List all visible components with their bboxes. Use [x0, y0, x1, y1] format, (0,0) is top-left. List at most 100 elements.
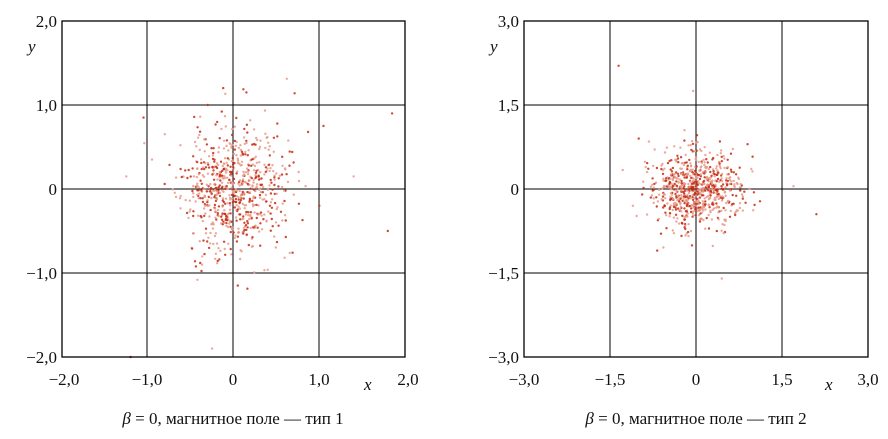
scatter-point — [707, 167, 710, 171]
scatter-point — [698, 193, 702, 196]
scatter-point — [662, 206, 665, 209]
scatter-point — [241, 181, 244, 185]
scatter-point — [705, 175, 709, 179]
scatter-point — [271, 225, 274, 228]
scatter-point — [663, 151, 667, 154]
scatter-point — [205, 190, 208, 193]
scatter-point — [694, 194, 698, 197]
scatter-point — [238, 184, 241, 187]
scatter-point — [214, 252, 217, 255]
scatter-point — [705, 216, 708, 220]
scatter-point — [264, 170, 267, 174]
scatter-point — [207, 236, 210, 239]
scatter-point — [211, 227, 215, 230]
scatter-point — [689, 162, 692, 165]
scatter-point — [703, 182, 706, 186]
scatter-point — [269, 212, 272, 215]
scatter-point — [689, 174, 692, 178]
scatter-point — [224, 171, 228, 174]
scatter-point — [238, 213, 241, 216]
scatter-point — [251, 143, 254, 146]
scatter-point — [230, 253, 233, 256]
scatter-point — [254, 224, 257, 227]
scatter-point — [221, 174, 224, 177]
scatter-point — [692, 214, 695, 217]
scatter-point — [701, 190, 705, 193]
scatter-point — [273, 235, 276, 238]
scatter-point — [191, 167, 194, 170]
scatter-point — [258, 145, 262, 149]
scatter-point — [220, 110, 223, 113]
scatter-point — [214, 210, 217, 213]
scatter-point — [731, 147, 734, 151]
scatter-point — [691, 89, 695, 93]
scatter-point — [691, 198, 695, 202]
panel-2-x-tick-label: −1,5 — [595, 370, 626, 389]
panel-1-x-tick-label: −2,0 — [49, 370, 80, 389]
scatter-point — [683, 192, 686, 195]
scatter-point — [297, 170, 300, 174]
scatter-point — [276, 122, 279, 125]
scatter-point — [234, 200, 237, 204]
scatter-point — [708, 206, 711, 209]
scatter-point — [244, 153, 247, 156]
scatter-point — [693, 169, 697, 173]
panel-1-caption-symbol: β — [121, 409, 131, 428]
scatter-point — [688, 185, 691, 189]
scatter-point — [251, 163, 255, 166]
scatter-point — [686, 189, 689, 192]
scatter-point — [261, 185, 265, 189]
scatter-point — [238, 257, 242, 261]
scatter-point — [637, 137, 640, 140]
scatter-point — [271, 188, 274, 191]
scatter-point — [700, 207, 704, 210]
scatter-point — [226, 187, 229, 191]
scatter-point — [646, 161, 649, 165]
scatter-point — [234, 197, 238, 201]
scatter-point — [236, 284, 239, 287]
panel-1-x-tick-label: −1,0 — [132, 370, 163, 389]
scatter-point — [713, 196, 717, 200]
scatter-point — [201, 255, 204, 258]
scatter-point — [247, 164, 251, 167]
scatter-point — [206, 240, 209, 243]
scatter-point — [297, 202, 301, 205]
scatter-point — [669, 191, 673, 195]
scatter-point — [679, 167, 682, 170]
scatter-point — [255, 175, 258, 179]
scatter-point — [671, 184, 675, 187]
scatter-point — [737, 176, 740, 179]
scatter-point — [621, 168, 624, 172]
scatter-point — [723, 157, 726, 160]
panel-1-x-tick-label: 0 — [229, 370, 238, 389]
scatter-point — [270, 206, 274, 209]
scatter-point — [705, 196, 708, 199]
panel-1-y-tick-label: −1,0 — [26, 264, 57, 283]
scatter-point — [222, 86, 225, 90]
scatter-point — [304, 184, 307, 188]
scatter-point — [680, 193, 683, 197]
scatter-point — [217, 151, 220, 154]
scatter-point — [707, 227, 711, 230]
scatter-point — [748, 187, 751, 190]
scatter-point — [713, 175, 716, 178]
scatter-point — [707, 213, 710, 217]
scatter-point — [201, 174, 204, 177]
scatter-point — [655, 196, 658, 199]
scatter-point — [657, 193, 661, 196]
scatter-point — [267, 210, 270, 213]
scatter-point — [257, 230, 261, 233]
scatter-point — [251, 245, 254, 248]
scatter-point — [267, 141, 270, 144]
scatter-point — [273, 178, 276, 181]
scatter-point — [682, 197, 685, 200]
scatter-point — [249, 226, 252, 230]
scatter-point — [233, 161, 236, 165]
scatter-point — [269, 192, 273, 195]
scatter-point — [689, 210, 693, 214]
scatter-point — [718, 180, 721, 184]
scatter-point — [229, 220, 232, 223]
scatter-point — [642, 180, 645, 183]
scatter-point — [678, 178, 681, 181]
scatter-point — [278, 174, 282, 177]
